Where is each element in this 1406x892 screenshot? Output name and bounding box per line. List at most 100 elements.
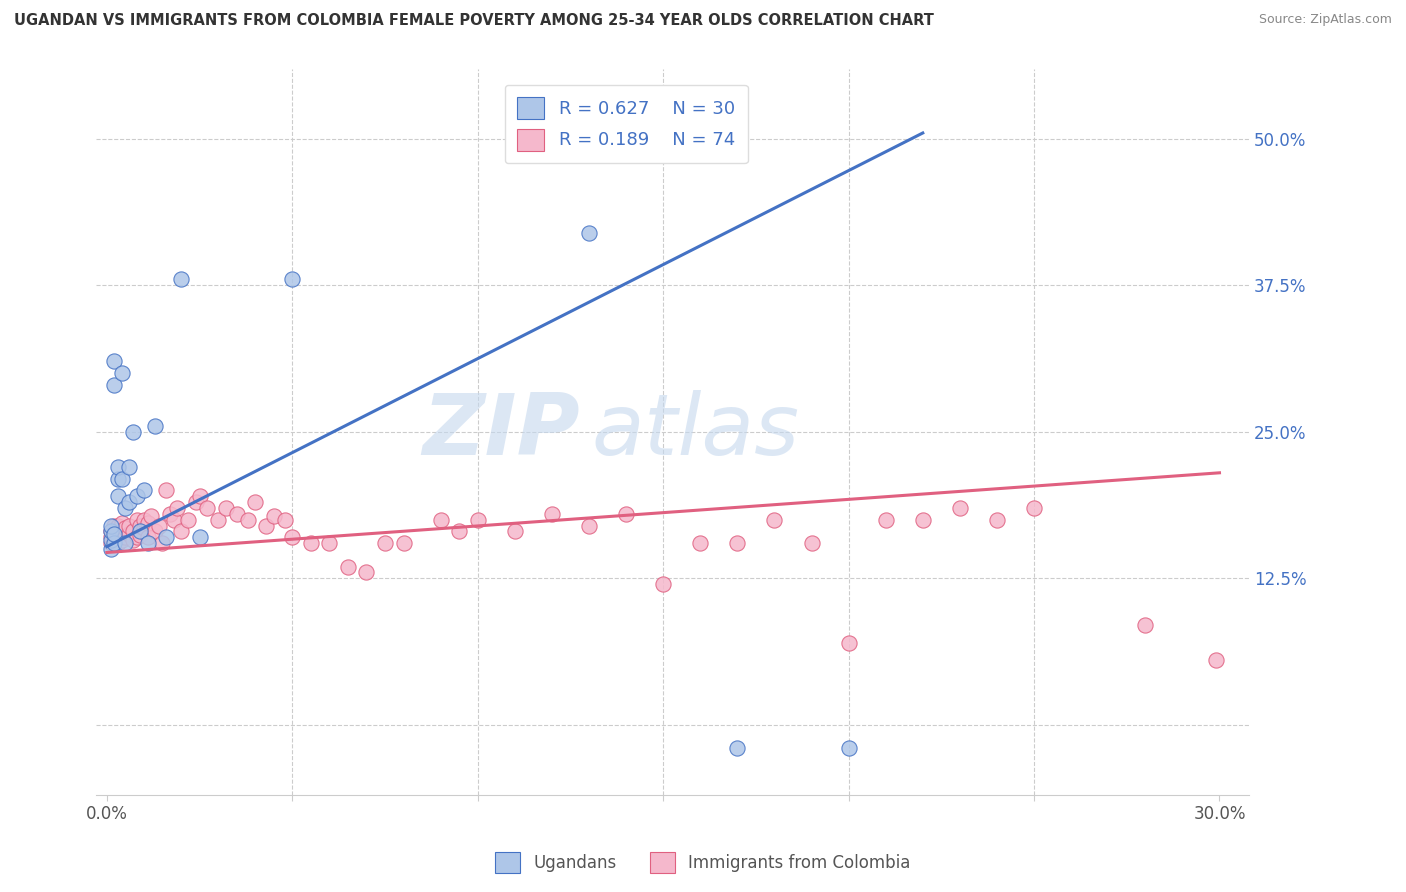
Point [1022,500,1045,515]
Point [449,524,471,539]
Point [136,516,159,531]
Point [107,489,129,503]
Point [195,500,218,515]
Point [177,513,200,527]
Point [578,518,600,533]
Point [763,513,786,527]
Point [281,530,304,544]
Legend: Ugandans, Immigrants from Colombia: Ugandans, Immigrants from Colombia [488,846,918,880]
Point [986,513,1008,527]
Point [129,518,152,533]
Point [103,533,125,547]
Point [875,513,897,527]
Point [166,500,188,515]
Text: atlas: atlas [592,391,800,474]
Point [121,533,143,547]
Point [100,536,122,550]
Point [374,536,396,550]
Point [103,526,125,541]
Point [429,513,451,527]
Point [111,366,134,380]
Point [614,507,637,521]
Point [114,521,136,535]
Point [188,489,211,503]
Text: Source: ZipAtlas.com: Source: ZipAtlas.com [1258,13,1392,27]
Point [159,507,181,521]
Point [107,518,129,533]
Point [136,536,159,550]
Point [911,513,934,527]
Point [103,354,125,368]
Point [467,513,489,527]
Point [236,513,259,527]
Point [725,536,748,550]
Point [356,566,378,580]
Point [214,500,236,515]
Point [114,500,136,515]
Point [281,272,304,286]
Point [541,507,564,521]
Point [103,536,125,550]
Point [155,530,177,544]
Point [111,524,134,539]
Point [103,524,125,539]
Point [118,495,141,509]
Point [184,495,207,509]
Point [100,524,122,539]
Point [111,533,134,547]
Point [125,530,148,544]
Point [1205,653,1227,667]
Legend: R = 0.627    N = 30, R = 0.189    N = 74: R = 0.627 N = 30, R = 0.189 N = 74 [505,85,748,163]
Point [111,516,134,531]
Point [107,472,129,486]
Point [225,507,247,521]
Point [118,518,141,533]
Point [155,483,177,498]
Point [107,526,129,541]
Point [132,521,155,535]
Point [245,495,267,509]
Point [132,513,155,527]
Point [141,509,163,524]
Point [100,524,122,539]
Point [100,541,122,556]
Point [299,536,322,550]
Point [100,530,122,544]
Point [800,536,823,550]
Point [107,459,129,474]
Point [143,419,166,434]
Point [107,536,129,550]
Point [503,524,526,539]
Point [170,524,193,539]
Point [152,536,174,550]
Point [838,741,860,756]
Point [100,518,122,533]
Point [207,513,229,527]
Point [689,536,711,550]
Point [136,530,159,544]
Point [949,500,972,515]
Text: ZIP: ZIP [423,391,581,474]
Point [118,526,141,541]
Point [114,530,136,544]
Point [121,425,143,439]
Point [121,524,143,539]
Point [143,524,166,539]
Point [318,536,340,550]
Point [263,509,285,524]
Point [336,559,359,574]
Point [838,636,860,650]
Point [125,489,148,503]
Point [132,483,155,498]
Point [129,524,152,539]
Point [103,518,125,533]
Point [111,472,134,486]
Point [148,518,170,533]
Point [125,513,148,527]
Point [129,528,152,542]
Point [392,536,415,550]
Point [652,577,675,591]
Point [1135,618,1157,632]
Text: UGANDAN VS IMMIGRANTS FROM COLOMBIA FEMALE POVERTY AMONG 25-34 YEAR OLDS CORRELA: UGANDAN VS IMMIGRANTS FROM COLOMBIA FEMA… [14,13,934,29]
Point [100,533,122,547]
